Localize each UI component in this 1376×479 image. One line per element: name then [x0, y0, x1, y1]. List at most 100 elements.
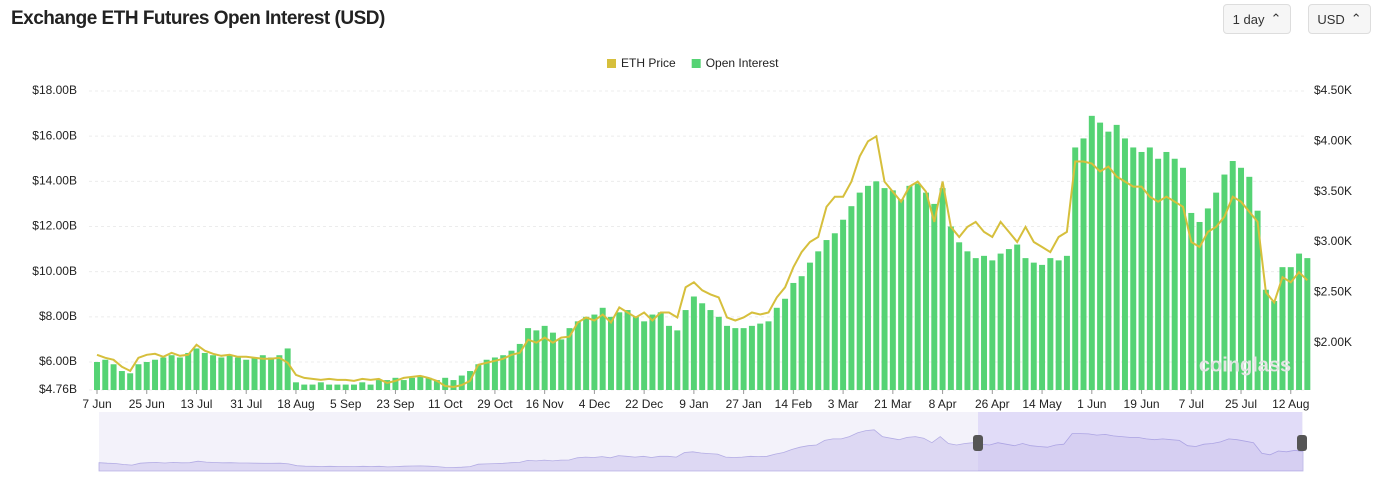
navigator-area	[98, 429, 1304, 472]
legend-label: Open Interest	[706, 56, 779, 70]
bar	[1221, 174, 1228, 390]
bar	[798, 276, 805, 390]
interval-select[interactable]: 1 day ⌃	[1223, 4, 1291, 34]
bar	[1039, 264, 1046, 390]
bar	[1279, 267, 1286, 390]
bar	[906, 185, 913, 390]
x-tick-label: 14 May	[1022, 397, 1061, 411]
bar	[309, 384, 316, 390]
bar	[757, 323, 764, 390]
bar	[732, 328, 739, 390]
bar	[1080, 138, 1087, 390]
x-tick-label: 1 Jun	[1077, 397, 1106, 411]
bar	[1138, 151, 1145, 390]
bar	[251, 357, 258, 390]
x-tick-label: 22 Dec	[625, 397, 663, 411]
bar	[1146, 147, 1153, 390]
navigator-handle[interactable]	[973, 435, 983, 451]
bar	[981, 255, 988, 390]
bar	[649, 314, 656, 390]
bar	[881, 188, 888, 390]
bar	[450, 380, 457, 390]
bar	[276, 355, 283, 390]
bar	[549, 332, 556, 390]
x-tick-label: 31 Jul	[230, 397, 262, 411]
watermark: coinglass	[1199, 354, 1291, 376]
bar	[1005, 249, 1012, 390]
bar	[773, 307, 780, 390]
bar	[923, 192, 929, 390]
x-tick-label: 21 Mar	[874, 397, 911, 411]
bar	[533, 330, 540, 390]
bar	[707, 310, 714, 390]
bar	[740, 328, 747, 390]
bar	[674, 330, 681, 390]
y-tick-label: $16.00B	[32, 128, 77, 142]
bar	[491, 357, 498, 390]
legend-label: ETH Price	[621, 56, 676, 70]
bar	[110, 364, 117, 390]
y-tick-label: $8.00B	[39, 309, 77, 323]
x-tick-label: 26 Apr	[975, 397, 1010, 411]
bar	[176, 357, 183, 390]
bar	[160, 357, 167, 390]
bar	[143, 361, 150, 390]
bar	[574, 321, 581, 390]
bar	[284, 348, 291, 390]
bar	[1171, 158, 1178, 390]
x-tick-label: 7 Jun	[82, 397, 111, 411]
y-tick-label: $10.00B	[32, 264, 77, 278]
y2-tick-label: $2.00K	[1314, 335, 1352, 349]
bar	[218, 357, 225, 390]
y-tick-label: $6.00B	[39, 354, 77, 368]
bar	[243, 359, 250, 390]
bar	[724, 325, 731, 390]
legend-swatch	[691, 59, 701, 68]
bar	[1229, 161, 1236, 390]
bar	[94, 361, 100, 390]
bar	[1097, 122, 1104, 390]
bar	[334, 384, 341, 390]
bar	[1055, 260, 1062, 390]
bar	[417, 375, 424, 390]
bar	[972, 258, 979, 390]
bar	[715, 316, 722, 390]
bar	[259, 355, 266, 390]
bar	[226, 355, 233, 390]
bar	[268, 357, 275, 390]
bar	[135, 364, 142, 390]
bar	[1113, 124, 1120, 390]
bar	[873, 181, 880, 390]
bar	[989, 260, 996, 390]
y2-tick-label: $3.00K	[1314, 234, 1352, 248]
bar	[1155, 158, 1162, 390]
bar	[632, 316, 639, 390]
bar	[508, 350, 515, 390]
bar	[1188, 212, 1195, 390]
bar	[947, 226, 954, 390]
bar	[475, 364, 482, 390]
bar	[591, 314, 598, 390]
x-tick-label: 9 Jan	[679, 397, 708, 411]
x-tick-label: 25 Jun	[129, 397, 165, 411]
bar	[384, 380, 391, 390]
x-tick-label: 14 Feb	[775, 397, 813, 411]
navigator-handle[interactable]	[1297, 435, 1307, 451]
bar	[375, 380, 382, 390]
currency-select[interactable]: USD ⌃	[1308, 4, 1371, 34]
bar	[939, 188, 946, 390]
bar	[914, 183, 921, 390]
bar	[425, 377, 432, 390]
bar	[127, 373, 134, 390]
bar	[931, 203, 938, 390]
x-tick-label: 13 Jul	[180, 397, 212, 411]
bar	[1213, 192, 1220, 390]
bar	[541, 325, 548, 390]
y2-tick-label: $4.50K	[1314, 83, 1352, 97]
bar	[889, 190, 896, 390]
legend-swatch	[607, 59, 616, 68]
bar	[442, 377, 449, 390]
bar	[525, 328, 532, 390]
currency-label: USD	[1317, 11, 1345, 27]
